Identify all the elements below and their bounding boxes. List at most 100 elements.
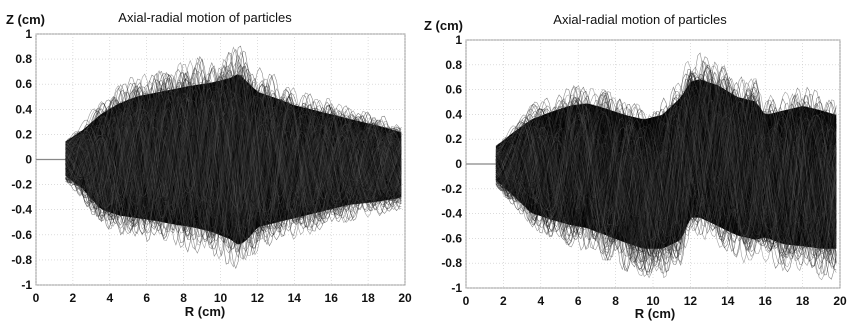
trajectory (65, 80, 402, 257)
y-tick-label: -0.4 (441, 207, 462, 221)
x-tick-label: 14 (721, 294, 735, 308)
x-tick-label: 4 (106, 291, 113, 305)
trajectory (65, 100, 402, 217)
chart-title: Axial-radial motion of particles (118, 10, 292, 25)
y-tick-label: -0.4 (11, 203, 32, 217)
left-plot-panel: 1 0.8 0.6 0.4 0.2 0 -0.2 -0.4 -0.6 -0.8 -1 0 2 4 6 8 10… (6, 10, 412, 319)
trajectory (495, 122, 837, 221)
y-tick-label: -1 (21, 278, 32, 292)
y-tick-label: -0.6 (11, 228, 32, 242)
y-tick-label: 0.2 (15, 127, 32, 141)
trajectory (65, 118, 402, 213)
y-tick-label: 0.6 (445, 83, 462, 97)
trajectory (495, 52, 837, 265)
trajectory (65, 62, 402, 236)
trajectory (65, 73, 402, 254)
trajectory (495, 81, 837, 264)
trajectory (65, 69, 402, 227)
trajectory (495, 84, 837, 256)
x-tick-label: 2 (70, 291, 77, 305)
right-plot-panel: 1 0.8 0.6 0.4 0.2 0 -0.2 -0.4 -0.6 -0.8 -1 0 2 4 6 8 10… (424, 12, 847, 321)
x-tick-label: 6 (143, 291, 150, 305)
trajectory (65, 91, 402, 213)
x-tick-label: 12 (251, 291, 265, 305)
trajectory (495, 83, 837, 262)
y-tick-label: -0.8 (11, 253, 32, 267)
x-axis-label: R (cm) (185, 304, 225, 319)
trajectory (495, 89, 837, 279)
trajectory (65, 46, 402, 235)
trajectory (65, 113, 402, 219)
trajectory (65, 78, 402, 253)
trajectory (65, 92, 402, 204)
trajectory (65, 70, 402, 268)
trajectory (495, 60, 837, 268)
x-tick-label: 20 (398, 291, 412, 305)
trajectory (495, 64, 837, 270)
trajectory (65, 116, 402, 200)
trajectory (65, 66, 402, 243)
trajectory (65, 62, 402, 244)
y-axis-label: Z (cm) (6, 12, 45, 27)
trajectory (495, 76, 837, 268)
y-tick-label: 0.6 (15, 77, 32, 91)
y-tick-label: 0 (25, 153, 32, 167)
trajectory (65, 79, 402, 265)
trajectory (495, 67, 837, 254)
x-tick-label: 14 (288, 291, 302, 305)
trajectory (65, 48, 402, 243)
y-tick-labels: 1 0.8 0.6 0.4 0.2 0 -0.2 -0.4 -0.6 -0.8 -1 (441, 33, 462, 295)
trajectory (65, 72, 402, 243)
y-tick-label: 1 (455, 33, 462, 47)
trajectory (495, 77, 837, 266)
trajectory (495, 69, 837, 264)
y-tick-label: 0.8 (15, 52, 32, 66)
trajectory (495, 71, 837, 260)
x-tick-label: 18 (361, 291, 375, 305)
trajectory (65, 93, 402, 238)
y-tick-label: 0.4 (15, 102, 32, 116)
trajectory (65, 73, 402, 238)
y-axis-label: Z (cm) (424, 18, 463, 33)
y-tick-label: -0.2 (441, 182, 462, 196)
y-tick-label: -1 (451, 281, 462, 295)
x-tick-label: 8 (180, 291, 187, 305)
trajectory (65, 52, 402, 237)
x-tick-label: 16 (325, 291, 339, 305)
trajectory (495, 89, 837, 252)
trajectory (495, 73, 837, 273)
y-tick-label: 0.2 (445, 132, 462, 146)
x-tick-label: 0 (463, 294, 470, 308)
x-tick-label: 4 (537, 294, 544, 308)
trajectory (65, 72, 402, 254)
x-tick-label: 20 (833, 294, 847, 308)
y-tick-label: -0.2 (11, 178, 32, 192)
particle-trajectories (36, 45, 402, 270)
y-tick-label: -0.8 (441, 256, 462, 270)
chart-title: Axial-radial motion of particles (553, 12, 727, 27)
x-tick-label: 16 (759, 294, 773, 308)
trajectory (495, 78, 837, 272)
trajectory (65, 75, 402, 229)
x-tick-label: 8 (612, 294, 619, 308)
y-tick-labels: 1 0.8 0.6 0.4 0.2 0 -0.2 -0.4 -0.6 -0.8 -1 (11, 27, 32, 292)
trajectory (495, 78, 837, 255)
y-tick-label: -0.6 (441, 231, 462, 245)
trajectory (65, 54, 402, 246)
y-tick-label: 0.8 (445, 58, 462, 72)
x-tick-label: 12 (684, 294, 698, 308)
trajectory (495, 87, 837, 264)
x-tick-label: 2 (500, 294, 507, 308)
y-tick-label: 1 (25, 27, 32, 41)
x-tick-labels: 0 2 4 6 8 10 12 14 16 18 20 (33, 291, 412, 305)
x-tick-label: 0 (33, 291, 40, 305)
x-tick-label: 10 (214, 291, 228, 305)
y-tick-label: 0.4 (445, 107, 462, 121)
particle-trajectories (466, 52, 837, 281)
y-tick-label: 0 (455, 157, 462, 171)
x-tick-label: 10 (646, 294, 660, 308)
x-axis-label: R (cm) (635, 306, 675, 321)
trajectory (65, 58, 402, 256)
x-tick-label: 6 (575, 294, 582, 308)
